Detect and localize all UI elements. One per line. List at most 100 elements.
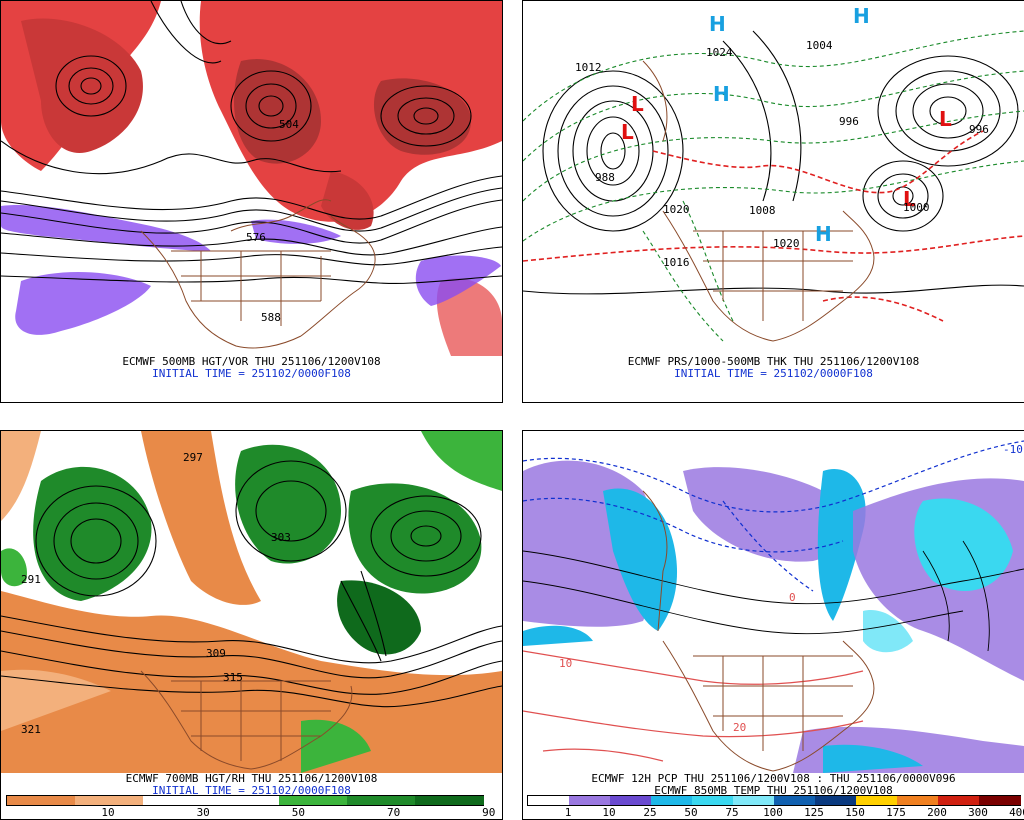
colorbar-tick-label: 10 xyxy=(101,806,115,819)
caption-title: ECMWF 12H PCP THU 251106/1200V108 : THU … xyxy=(591,772,956,785)
colorbar-segment xyxy=(979,796,1021,805)
low-pressure-icon: L xyxy=(621,120,634,144)
contour-label: 588 xyxy=(261,311,281,324)
colorbar-tick-label: 30 xyxy=(196,806,210,819)
colorbar-segment xyxy=(415,796,484,805)
isobar-label: 996 xyxy=(969,123,989,136)
colorbar-segment xyxy=(733,796,775,805)
contour-label: 20 xyxy=(733,721,746,734)
colorbar-tick-label: 90 xyxy=(482,806,496,819)
thickness-warm xyxy=(523,130,1024,322)
vorticity-shading xyxy=(1,1,502,356)
colorbar-tick-label: 25 xyxy=(643,806,657,819)
colorbar-segment xyxy=(856,796,898,805)
isobars xyxy=(523,30,1024,295)
colorbar-tick-label: 75 xyxy=(725,806,739,819)
contour-label: 309 xyxy=(206,647,226,660)
caption-init-time: INITIAL TIME = 251102/0000F108 xyxy=(152,784,351,797)
caption: ECMWF 500MB HGT/VOR THU 251106/1200V108 … xyxy=(1,356,502,380)
caption-init-time: INITIAL TIME = 251102/0000F108 xyxy=(152,367,351,380)
panel-700mb-height-rh: 309 315 321 291 297 303 ECMWF 700MB HGT/… xyxy=(0,430,503,820)
isobar-label: 1000 xyxy=(903,201,930,214)
map-pressure: H H H H L L L L 1012 1020 1004 996 1024 … xyxy=(523,1,1024,356)
height-contours xyxy=(1,1,502,284)
height-contours xyxy=(1,460,502,708)
colorbar-tick-label: 175 xyxy=(886,806,906,819)
panel-precip-850mb-temp: -10 10 0 20 ECMWF 12H PCP THU 251106/120… xyxy=(522,430,1024,820)
rh-colorbar xyxy=(6,795,484,806)
high-pressure-icon: H xyxy=(815,222,832,246)
caption-subtitle: ECMWF 850MB TEMP THU 251106/1200V108 xyxy=(654,784,893,797)
colorbar-tick-label: 150 xyxy=(845,806,865,819)
contour-label: 504 xyxy=(279,118,299,131)
caption: ECMWF PRS/1000-500MB THK THU 251106/1200… xyxy=(523,356,1024,380)
colorbar-segment xyxy=(692,796,734,805)
coastlines xyxy=(642,490,875,772)
colorbar-segment xyxy=(75,796,144,805)
coastlines xyxy=(140,670,353,770)
colorbar-tick-label: 100 xyxy=(763,806,783,819)
caption: ECMWF 700MB HGT/RH THU 251106/1200V108 I… xyxy=(1,773,502,797)
high-pressure-icon: H xyxy=(713,82,730,106)
contour-label: 321 xyxy=(21,723,41,736)
caption-title: ECMWF 500MB HGT/VOR THU 251106/1200V108 xyxy=(122,355,381,368)
colorbar-segment xyxy=(651,796,693,805)
caption-title: ECMWF 700MB HGT/RH THU 251106/1200V108 xyxy=(125,772,378,785)
low-pressure-icon: L xyxy=(939,107,952,131)
temp-contours-negative xyxy=(523,440,1024,592)
colorbar-segment xyxy=(143,796,212,805)
isobars xyxy=(523,540,1024,652)
colorbar-segment xyxy=(610,796,652,805)
low-pressure-icon: L xyxy=(631,92,644,116)
contour-label: -10 xyxy=(1003,443,1023,456)
colorbar-segment xyxy=(211,796,280,805)
colorbar-tick-label: 300 xyxy=(968,806,988,819)
colorbar-tick-label: 70 xyxy=(386,806,401,819)
map-precip: -10 10 0 20 xyxy=(523,431,1024,773)
colorbar-segment xyxy=(774,796,816,805)
colorbar-tick-label: 125 xyxy=(804,806,824,819)
colorbar-segment xyxy=(938,796,980,805)
panel-500mb-height-vorticity: 576 588 504 ECMWF 500MB HGT/VOR THU 2511… xyxy=(0,0,503,403)
temp-contours-positive xyxy=(523,650,864,762)
colorbar-segment xyxy=(815,796,857,805)
isobar-label: 1020 xyxy=(663,203,690,216)
high-pressure-icon: H xyxy=(709,12,726,36)
isobar-label: 1020 xyxy=(773,237,800,250)
isobar-label: 988 xyxy=(595,171,615,184)
colorbar-segment xyxy=(528,796,570,805)
contour-label: 576 xyxy=(246,231,266,244)
coastlines xyxy=(140,199,376,349)
precip-colorbar xyxy=(527,795,1021,806)
colorbar-segment xyxy=(7,796,76,805)
contour-label: 0 xyxy=(789,591,796,604)
colorbar-tick-label: 400 xyxy=(1009,806,1024,819)
isobar-label: 996 xyxy=(839,115,859,128)
high-pressure-icon: H xyxy=(853,4,870,28)
colorbar-segment xyxy=(347,796,416,805)
caption-title: ECMWF PRS/1000-500MB THK THU 251106/1200… xyxy=(627,355,920,368)
map-500mb: 576 588 504 xyxy=(1,1,502,356)
isobar-label: 1008 xyxy=(749,204,776,217)
caption-init-time: INITIAL TIME = 251102/0000F108 xyxy=(674,367,873,380)
contour-label: 303 xyxy=(271,531,291,544)
colorbar-tick-label: 50 xyxy=(684,806,698,819)
colorbar-tick-label: 200 xyxy=(927,806,947,819)
colorbar-tick-label: 1 xyxy=(564,806,572,819)
low-pressure-icon: L xyxy=(903,187,916,211)
colorbar-tick-label: 10 xyxy=(602,806,616,819)
colorbar-segment xyxy=(279,796,348,805)
panel-pressure-thickness: H H H H L L L L 1012 1020 1004 996 1024 … xyxy=(522,0,1024,403)
isobar-label: 1004 xyxy=(806,39,833,52)
colorbar-segment xyxy=(897,796,939,805)
contour-label: 297 xyxy=(183,451,203,464)
coastlines xyxy=(642,60,875,342)
colorbar-tick-label: 50 xyxy=(291,806,306,819)
pressure-centers: H H H H L L L L xyxy=(621,4,952,246)
colorbar-segment xyxy=(569,796,611,805)
caption: ECMWF 12H PCP THU 251106/1200V108 : THU … xyxy=(523,773,1024,797)
isobar-label: 1012 xyxy=(575,61,602,74)
isobar-label: 1024 xyxy=(706,46,733,59)
contour-label: 315 xyxy=(223,671,243,684)
isobar-label: 1016 xyxy=(663,256,690,269)
